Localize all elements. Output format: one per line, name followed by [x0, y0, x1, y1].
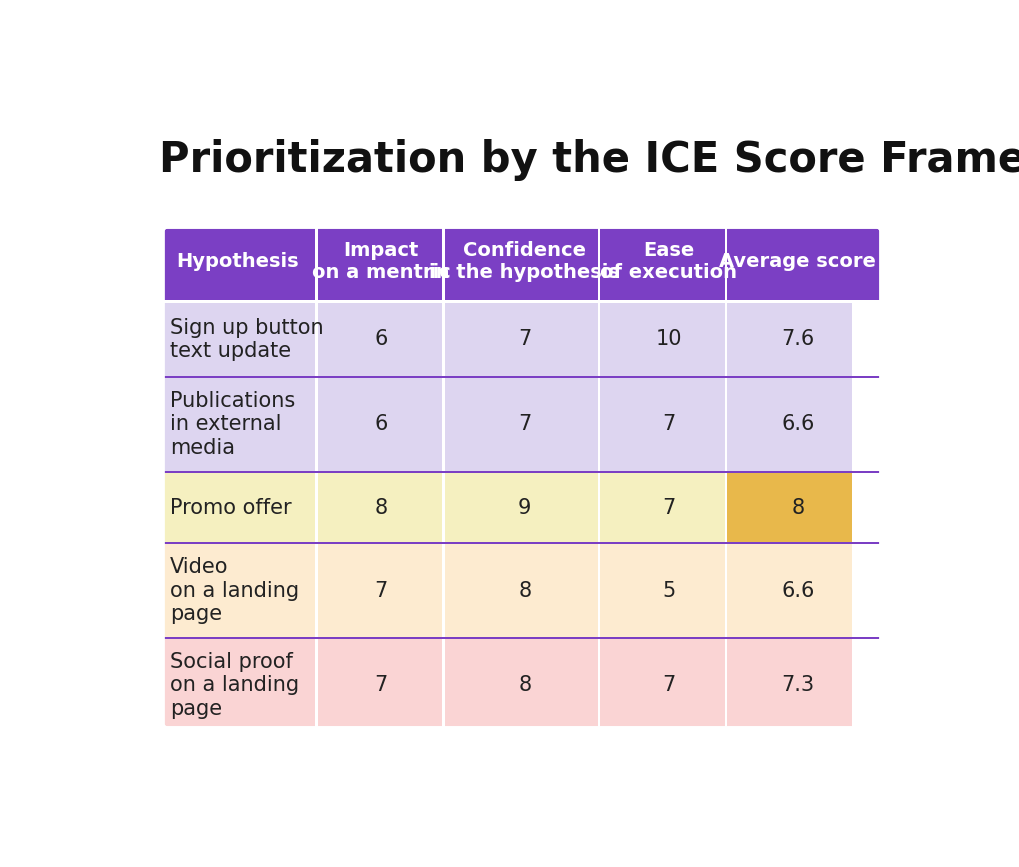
- Bar: [159, 378, 883, 471]
- Bar: [597, 378, 600, 471]
- Bar: [442, 544, 444, 637]
- Text: 7: 7: [374, 581, 387, 601]
- Text: Hypothesis: Hypothesis: [176, 252, 299, 271]
- Bar: [597, 303, 725, 376]
- Text: 9: 9: [518, 498, 531, 518]
- Bar: [597, 224, 600, 300]
- Bar: [597, 303, 600, 376]
- Text: 6.6: 6.6: [781, 414, 813, 434]
- Text: 7: 7: [661, 414, 675, 434]
- Bar: [597, 473, 725, 542]
- Bar: [315, 378, 442, 471]
- Bar: [159, 544, 315, 637]
- Bar: [159, 378, 315, 471]
- Bar: [315, 544, 442, 637]
- Bar: [442, 224, 444, 300]
- Bar: [725, 473, 851, 542]
- Bar: [725, 303, 851, 376]
- Bar: [597, 544, 600, 637]
- Bar: [725, 224, 727, 300]
- Bar: [315, 303, 442, 376]
- Text: 7.6: 7.6: [781, 329, 813, 349]
- Text: 8: 8: [374, 498, 387, 518]
- Bar: [159, 300, 883, 303]
- Text: Ease
of execution: Ease of execution: [599, 241, 737, 283]
- Bar: [315, 303, 317, 376]
- Bar: [597, 544, 725, 637]
- Bar: [442, 303, 444, 376]
- Text: Publications
in external
media: Publications in external media: [170, 391, 296, 458]
- Bar: [442, 544, 597, 637]
- Text: 5: 5: [661, 581, 675, 601]
- Text: 8: 8: [518, 675, 531, 695]
- Bar: [315, 473, 442, 542]
- Text: 7.3: 7.3: [781, 675, 813, 695]
- Bar: [159, 639, 883, 732]
- Text: 7: 7: [374, 675, 387, 695]
- Bar: [442, 473, 444, 542]
- Bar: [159, 473, 315, 542]
- Text: Video
on a landing
page: Video on a landing page: [170, 557, 299, 624]
- Bar: [159, 303, 883, 376]
- Text: Social proof
on a landing
page: Social proof on a landing page: [170, 652, 299, 719]
- Bar: [442, 303, 597, 376]
- Bar: [442, 639, 444, 732]
- Text: Sign up button
text update: Sign up button text update: [170, 317, 323, 361]
- Bar: [442, 378, 444, 471]
- Bar: [725, 544, 851, 637]
- Text: 8: 8: [518, 581, 531, 601]
- Bar: [159, 544, 883, 637]
- Bar: [725, 303, 727, 376]
- Bar: [315, 473, 317, 542]
- Text: 8: 8: [791, 498, 804, 518]
- FancyBboxPatch shape: [159, 224, 883, 732]
- Bar: [725, 544, 727, 637]
- Bar: [597, 639, 725, 732]
- Bar: [597, 378, 725, 471]
- Bar: [315, 378, 317, 471]
- Text: 7: 7: [661, 498, 675, 518]
- Text: 6: 6: [374, 329, 387, 349]
- Bar: [597, 473, 600, 542]
- Text: 10: 10: [654, 329, 681, 349]
- Bar: [315, 544, 317, 637]
- Bar: [159, 473, 883, 542]
- Bar: [442, 378, 597, 471]
- Text: Impact
on a mentric: Impact on a mentric: [312, 241, 450, 283]
- Bar: [597, 639, 600, 732]
- Bar: [725, 473, 727, 542]
- Bar: [725, 639, 727, 732]
- Bar: [315, 639, 317, 732]
- Text: 7: 7: [661, 675, 675, 695]
- Bar: [159, 639, 315, 732]
- Bar: [725, 639, 851, 732]
- Text: 6.6: 6.6: [781, 581, 813, 601]
- Bar: [442, 639, 597, 732]
- Text: Average score: Average score: [718, 252, 875, 271]
- Bar: [315, 639, 442, 732]
- Text: 7: 7: [518, 329, 531, 349]
- Bar: [442, 473, 597, 542]
- Text: 7: 7: [518, 414, 531, 434]
- Bar: [725, 378, 851, 471]
- Text: Confidence
in the hypothesis: Confidence in the hypothesis: [429, 241, 620, 283]
- Text: 6: 6: [374, 414, 387, 434]
- Text: Prioritization by the ICE Score Framework: Prioritization by the ICE Score Framewor…: [159, 139, 1019, 180]
- Text: Promo offer: Promo offer: [170, 498, 291, 518]
- Bar: [315, 224, 317, 300]
- Bar: [725, 378, 727, 471]
- Bar: [159, 303, 315, 376]
